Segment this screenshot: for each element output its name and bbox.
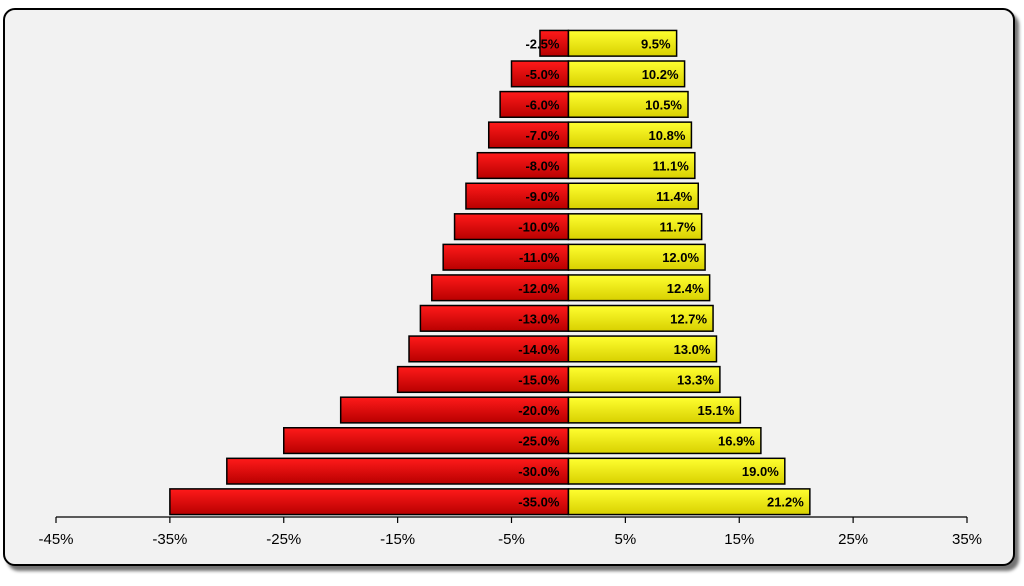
positive-data-label-14: 19.0% — [742, 464, 779, 479]
positive-bar-9 — [567, 304, 714, 332]
positive-bar-1 — [567, 60, 686, 88]
negative-data-label-1: -5.0% — [525, 67, 559, 82]
positive-bar-2 — [567, 90, 689, 118]
positive-bar-13 — [567, 427, 762, 455]
positive-bar-7 — [567, 243, 706, 271]
positive-data-label-15: 21.2% — [767, 495, 804, 510]
data-labels-layer: -2.5% -5.0% -6.0% -7.0% -8.0% -9.0% -10.0% -11.… — [518, 36, 804, 509]
x-tick-label-4: -5% — [498, 531, 525, 548]
x-tick-label-0: -45% — [38, 531, 73, 548]
positive-bar-15 — [567, 488, 811, 516]
positive-bar-8 — [567, 274, 711, 302]
positive-bar-12 — [567, 396, 742, 424]
positive-bar-4 — [567, 151, 696, 180]
negative-bar-6 — [453, 213, 570, 241]
negative-data-label-4: -8.0% — [525, 159, 559, 174]
x-tick-label-3: -15% — [380, 531, 415, 548]
negative-data-label-5: -9.0% — [525, 189, 559, 204]
positive-data-label-13: 16.9% — [718, 434, 755, 449]
x-tick-label-5: 5% — [615, 531, 637, 548]
positive-bar-11 — [567, 365, 721, 394]
negative-data-label-12: -20.0% — [518, 403, 560, 418]
positive-bar-6 — [567, 213, 703, 241]
negative-data-label-10: -14.0% — [518, 342, 560, 357]
negative-bar-8 — [431, 274, 570, 302]
positive-data-label-0: 9.5% — [641, 36, 671, 51]
positive-data-label-6: 11.7% — [660, 220, 697, 235]
positive-bar-3 — [567, 121, 693, 149]
negative-data-label-6: -10.0% — [518, 220, 560, 235]
negative-bar-12 — [339, 396, 570, 424]
positive-bar-5 — [567, 182, 700, 210]
negative-bar-14 — [226, 457, 570, 485]
negative-data-label-7: -11.0% — [519, 250, 560, 265]
negative-bar-7 — [442, 243, 570, 271]
negative-data-label-8: -12.0% — [518, 281, 560, 296]
positive-data-label-3: 10.8% — [649, 128, 686, 143]
positive-data-label-4: 11.1% — [653, 159, 690, 174]
positive-data-label-7: 12.0% — [662, 250, 699, 265]
x-tick-label-8: 35% — [952, 531, 982, 548]
negative-bar-0 — [539, 29, 570, 57]
negative-bar-5 — [465, 182, 570, 210]
negative-bar-10 — [408, 335, 570, 363]
negative-data-label-2: -6.0% — [525, 97, 559, 112]
x-tick-label-1: -35% — [152, 531, 187, 548]
positive-bar-0 — [567, 29, 678, 57]
positive-data-label-5: 11.4% — [656, 189, 693, 204]
negative-bar-3 — [487, 121, 570, 149]
bars-layer — [169, 29, 811, 516]
positive-bar-14 — [567, 457, 786, 485]
x-tick-label-7: 25% — [838, 531, 868, 548]
positive-data-label-11: 13.3% — [677, 372, 714, 387]
negative-bar-11 — [396, 365, 570, 394]
negative-data-label-3: -7.0% — [525, 128, 559, 143]
negative-data-label-0: -2.5% — [525, 36, 559, 51]
x-tick-label-6: 15% — [724, 531, 754, 548]
negative-data-label-15: -35.0% — [518, 495, 560, 510]
positive-data-label-2: 10.5% — [645, 97, 682, 112]
negative-data-label-11: -15.0% — [518, 372, 560, 387]
negative-data-label-13: -25.0% — [518, 434, 560, 449]
positive-data-label-8: 12.4% — [667, 281, 704, 296]
negative-bar-1 — [510, 60, 570, 88]
negative-bar-4 — [476, 151, 570, 180]
negative-bar-15 — [169, 488, 570, 516]
negative-data-label-14: -30.0% — [518, 464, 560, 479]
positive-data-label-9: 12.7% — [670, 311, 707, 326]
negative-data-label-9: -13.0% — [518, 311, 560, 326]
x-tick-label-2: -25% — [266, 531, 301, 548]
positive-data-label-10: 13.0% — [674, 342, 711, 357]
x-axis: -45% -35% -25% -15% -5% 5% 15% 25% 35% — [38, 516, 982, 548]
positive-data-label-12: 15.1% — [698, 403, 735, 418]
positive-bar-10 — [567, 335, 718, 363]
positive-data-label-1: 10.2% — [642, 67, 679, 82]
